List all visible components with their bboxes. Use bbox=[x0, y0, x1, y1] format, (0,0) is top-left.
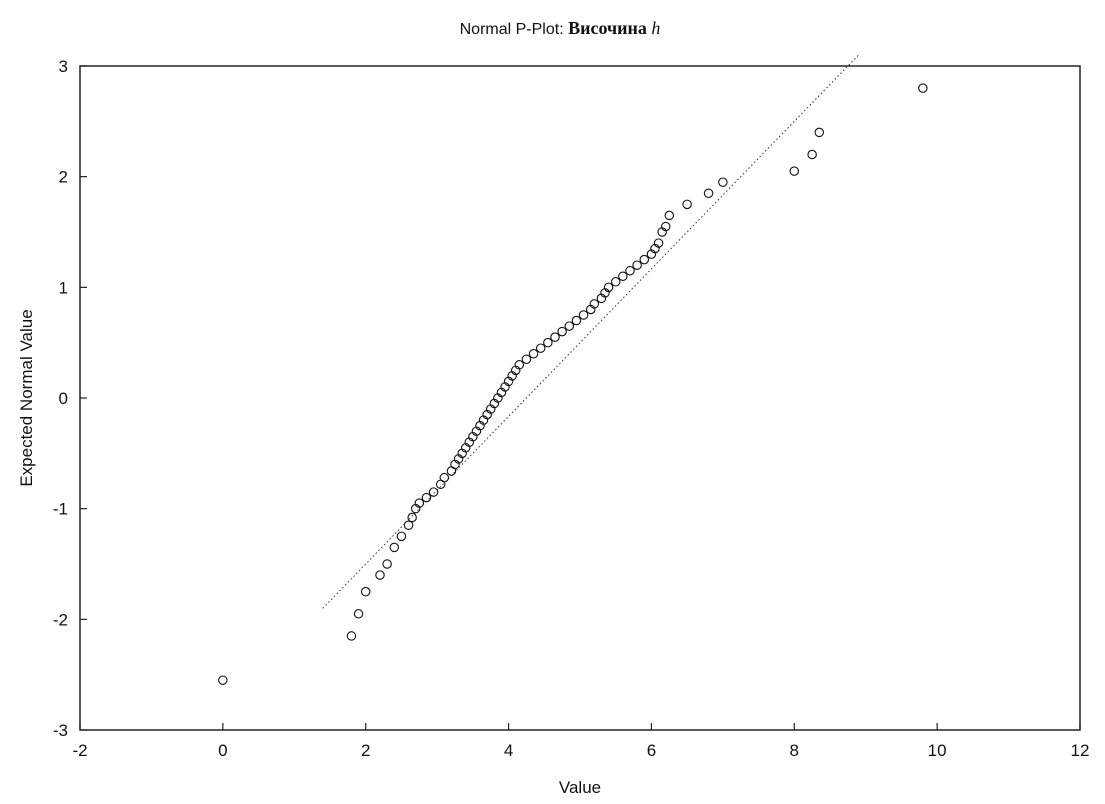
y-tick-label: -3 bbox=[53, 721, 68, 740]
x-tick-label: 4 bbox=[504, 741, 513, 760]
data-point bbox=[403, 520, 414, 531]
data-point bbox=[543, 337, 553, 348]
data-point bbox=[360, 586, 371, 597]
data-point bbox=[428, 487, 439, 497]
data-point bbox=[639, 254, 650, 265]
data-point bbox=[807, 149, 817, 160]
data-point bbox=[653, 238, 664, 248]
data-point bbox=[396, 531, 407, 542]
chart-title-prefix: Normal P-Plot: bbox=[460, 21, 568, 38]
data-point bbox=[718, 177, 728, 187]
data-point bbox=[589, 299, 600, 309]
data-point bbox=[528, 348, 539, 359]
data-point bbox=[918, 83, 928, 93]
y-axis-label: Expected Normal Value bbox=[17, 309, 36, 486]
data-point bbox=[521, 354, 532, 365]
chart-title-symbol: h bbox=[651, 18, 660, 38]
data-point bbox=[603, 282, 614, 293]
data-point bbox=[618, 271, 628, 282]
data-point bbox=[375, 570, 385, 580]
data-point bbox=[557, 326, 567, 337]
chart-title-variable: Височина bbox=[568, 18, 651, 38]
y-tick-label: -1 bbox=[53, 500, 68, 519]
data-point bbox=[550, 332, 560, 342]
data-point bbox=[578, 310, 589, 320]
data-point bbox=[660, 221, 671, 232]
data-point bbox=[353, 609, 364, 619]
data-point bbox=[421, 492, 432, 503]
y-tick-label: 3 bbox=[59, 57, 68, 76]
x-axis-label: Value bbox=[559, 778, 601, 797]
reference-line bbox=[322, 54, 859, 609]
x-tick-label: -2 bbox=[72, 741, 87, 760]
data-point bbox=[610, 277, 621, 287]
chart-title: Normal P-Plot: Височина h bbox=[460, 18, 661, 38]
data-point bbox=[346, 631, 357, 641]
x-tick-label: 2 bbox=[361, 741, 370, 760]
x-tick-label: 0 bbox=[218, 741, 227, 760]
y-tick-label: -2 bbox=[53, 610, 68, 629]
data-point bbox=[664, 210, 675, 221]
y-tick-label: 2 bbox=[59, 168, 68, 187]
x-axis-ticks: -2 0 2 4 6 8 10 12 bbox=[72, 723, 1089, 760]
data-point bbox=[814, 127, 825, 138]
data-point bbox=[439, 472, 450, 483]
data-point bbox=[382, 559, 392, 569]
data-point bbox=[632, 260, 642, 270]
data-point bbox=[682, 199, 692, 210]
reference-line-group bbox=[322, 54, 859, 609]
data-point bbox=[407, 512, 417, 523]
y-tick-label: 0 bbox=[59, 389, 68, 408]
data-point bbox=[535, 343, 546, 353]
data-point bbox=[703, 188, 714, 199]
y-axis-ticks: -3 -2 -1 0 1 2 3 bbox=[53, 57, 87, 740]
data-point bbox=[564, 321, 575, 331]
x-tick-label: 6 bbox=[647, 741, 656, 760]
x-tick-label: 10 bbox=[928, 741, 947, 760]
x-tick-label: 12 bbox=[1071, 741, 1090, 760]
x-tick-label: 8 bbox=[790, 741, 799, 760]
data-point bbox=[571, 315, 582, 326]
data-point bbox=[414, 498, 425, 508]
data-point bbox=[789, 166, 800, 176]
data-point bbox=[389, 542, 400, 553]
data-points bbox=[218, 83, 928, 685]
data-point bbox=[514, 360, 525, 370]
y-tick-label: 1 bbox=[59, 278, 68, 297]
data-point bbox=[625, 265, 635, 276]
data-point bbox=[218, 675, 228, 685]
